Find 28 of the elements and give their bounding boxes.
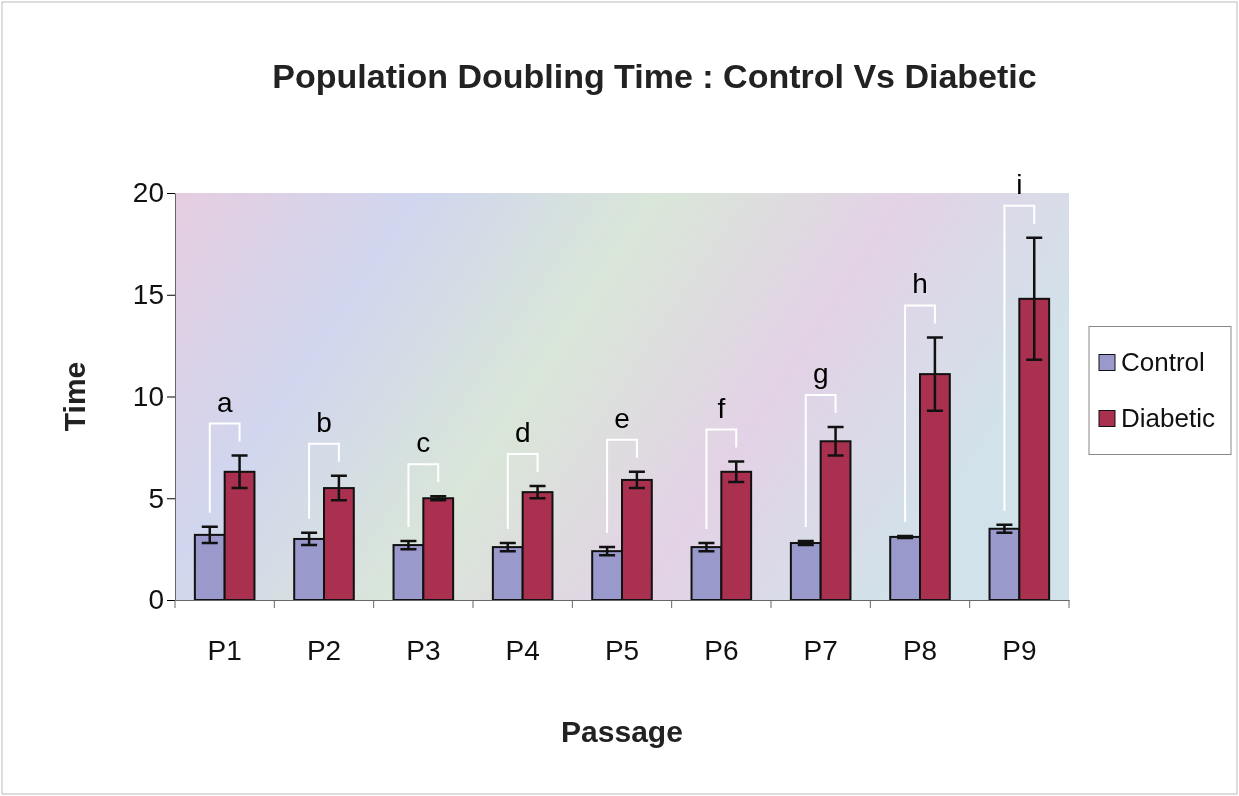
y-tick-label: 20 [132,177,164,209]
x-tick-label: P5 [604,634,640,666]
y-tick-label: 10 [132,380,164,412]
y-tick-label: 0 [148,584,164,616]
annotation: f [717,392,726,424]
y-axis-title: Time [58,361,91,432]
annotation: g [812,358,829,390]
annotation: b [316,406,332,438]
chart-title: Population Doubling Time : Control Vs Diabetic [272,57,1037,95]
x-tick-label: P8 [902,634,938,666]
annotation: h [912,268,928,300]
x-tick-label: P2 [306,634,342,666]
annotation: i [1016,168,1023,200]
legend-label: Control [1121,346,1205,377]
x-tick-label: P6 [704,634,739,666]
legend-label: Diabetic [1121,402,1215,433]
annotation: d [514,417,531,449]
x-axis-title: Passage [561,715,683,748]
x-tick-label: P1 [207,634,242,666]
x-tick-label: P7 [803,634,838,666]
x-tick-label: P4 [505,634,540,666]
x-tick-label: P3 [406,634,441,666]
annotation: c [416,427,431,459]
y-tick-label: 15 [132,279,164,311]
annotation: e [614,402,630,434]
x-tick-label: P9 [1002,634,1037,666]
y-tick-label: 5 [148,482,164,514]
annotation: a [216,386,233,418]
